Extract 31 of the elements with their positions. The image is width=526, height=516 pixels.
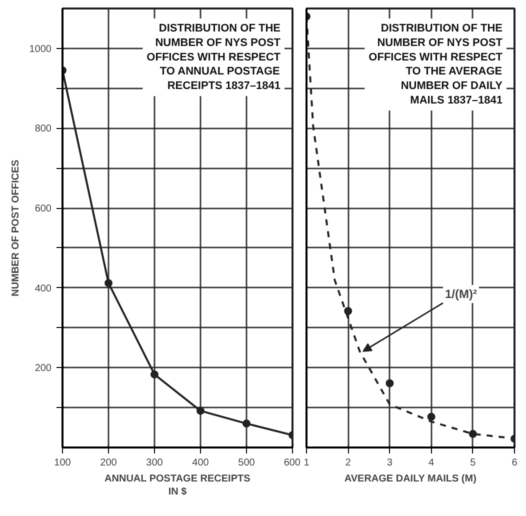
annotation: 1/(M)² [444, 287, 477, 302]
x-tick-label: 2 [345, 458, 352, 468]
x-tick-label: 200 [100, 458, 118, 468]
point [104, 279, 112, 288]
y-tick-label: 600 [34, 204, 52, 215]
point [196, 406, 204, 415]
x-tick-label: 300 [146, 458, 164, 468]
point [386, 379, 394, 388]
point [150, 370, 158, 378]
point [242, 420, 250, 428]
x-tick-label: 100 [54, 458, 72, 468]
x-tick-label: 4 [428, 458, 435, 468]
x-axis-title: ANNUAL POSTAGE RECEIPTS IN $ [104, 474, 251, 498]
y-tick-label: 200 [34, 363, 52, 374]
x-tick-label: 500 [238, 458, 256, 468]
x-tick-label: 6 [512, 458, 518, 468]
x-axis-title: AVERAGE DAILY MAILS (M) [344, 474, 476, 484]
point [427, 412, 436, 421]
y-axis-title: NUMBER OF POST OFFICES [10, 159, 22, 296]
x-tick-label: 5 [470, 458, 476, 468]
text: DISTRIBUTION OF THE NUMBER OF NYS POST OFFICES WITH RESPECT TO ANNUAL POSTAGE RECEIPTS 1837–1841 [146, 22, 281, 92]
x-tick-label: 400 [192, 458, 210, 468]
text: DISTRIBUTION OF THE NUMBER OF NYS POST OFFICES WITH RESPECT TO THE AVERAGE NUMBER OF DAILY MAILS 1837–1841 [368, 22, 504, 106]
point [344, 307, 352, 316]
x-tick-label: 1 [304, 458, 310, 468]
y-tick-label: 400 [34, 283, 52, 294]
point [468, 430, 477, 438]
y-tick-label: 800 [34, 124, 52, 135]
x-tick-label: 600 [284, 458, 301, 468]
x-tick-label: 3 [386, 458, 393, 468]
y-tick-label: 1000 [29, 44, 52, 55]
